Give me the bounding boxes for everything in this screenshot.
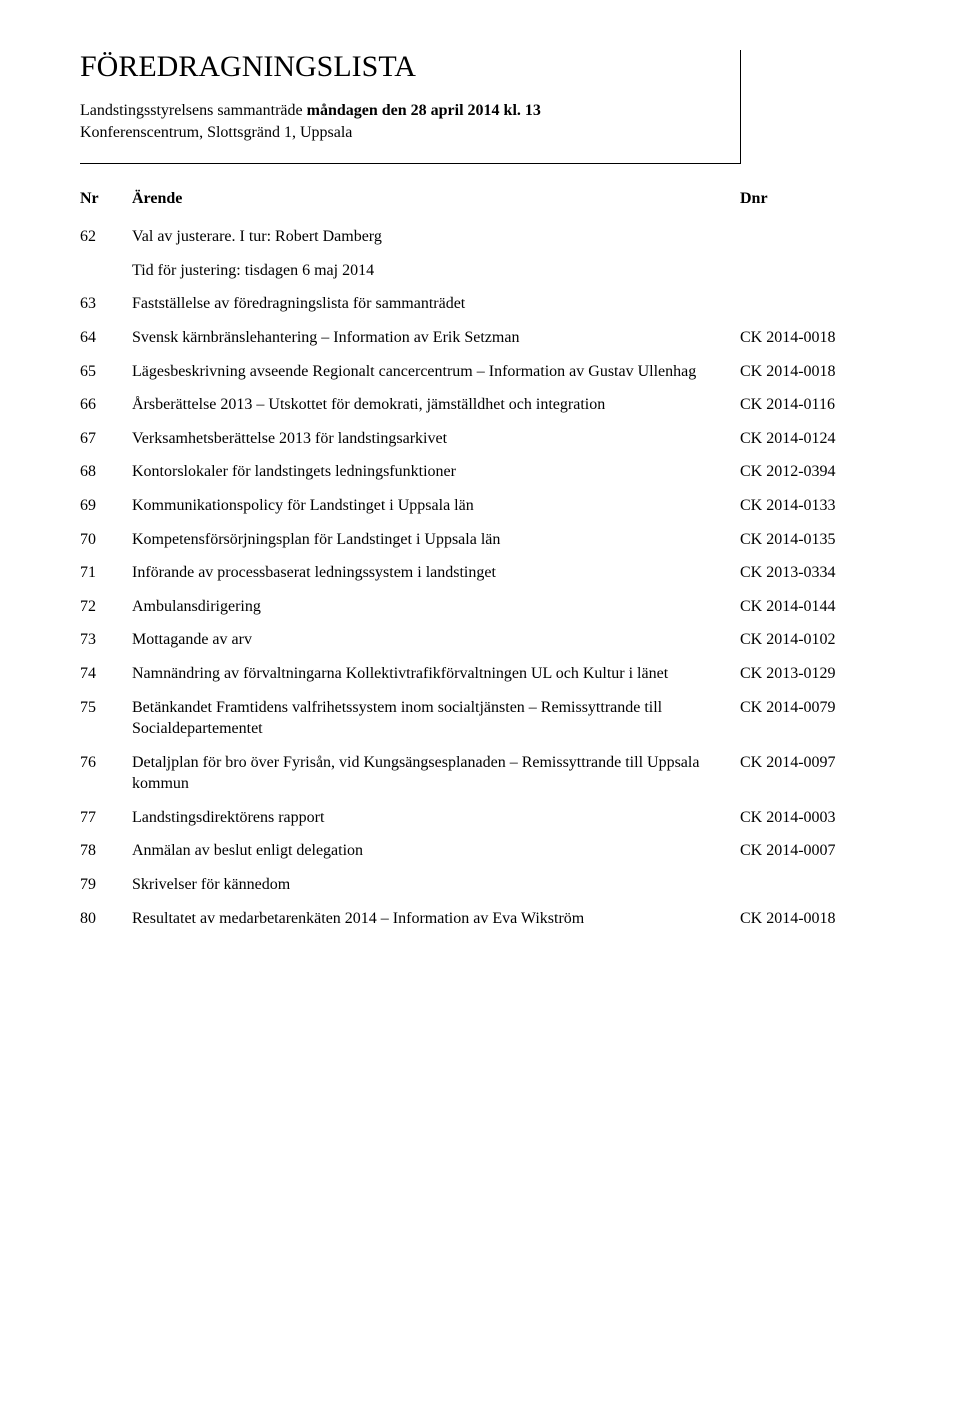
subtitle-location: Konferenscentrum, Slottsgränd 1, Uppsala	[80, 124, 352, 141]
cell-nr: 67	[80, 422, 132, 456]
cell-nr: 80	[80, 902, 132, 936]
cell-nr: 79	[80, 868, 132, 902]
table-header-row: Nr Ärende Dnr	[80, 186, 880, 220]
cell-arende: Resultatet av medarbetarenkäten 2014 – I…	[132, 902, 740, 936]
cell-arende: Landstingsdirektörens rapport	[132, 801, 740, 835]
spacer	[80, 164, 880, 186]
cell-dnr: CK 2014-0018	[740, 355, 880, 389]
cell-dnr	[740, 287, 880, 321]
cell-arende: Verksamhetsberättelse 2013 för landsting…	[132, 422, 740, 456]
header-box: FÖREDRAGNINGSLISTA Landstingsstyrelsens …	[80, 50, 741, 164]
table-sub-row: Tid för justering: tisdagen 6 maj 2014	[80, 254, 880, 288]
cell-arende: Mottagande av arv	[132, 623, 740, 657]
cell-nr: 73	[80, 623, 132, 657]
table-row: 75Betänkandet Framtidens valfrihetssyste…	[80, 691, 880, 746]
cell-nr: 78	[80, 834, 132, 868]
cell-nr: 69	[80, 489, 132, 523]
table-row: 71Införande av processbaserat ledningssy…	[80, 556, 880, 590]
subtitle-date: måndagen den 28 april 2014 kl. 13	[307, 102, 541, 119]
cell-nr: 77	[80, 801, 132, 835]
cell-nr: 63	[80, 287, 132, 321]
table-row: 67Verksamhetsberättelse 2013 för landsti…	[80, 422, 880, 456]
table-row: 64Svensk kärnbränslehantering – Informat…	[80, 321, 880, 355]
cell-arende: Fastställelse av föredragningslista för …	[132, 287, 740, 321]
col-header-nr: Nr	[80, 186, 132, 220]
table-row: 80Resultatet av medarbetarenkäten 2014 –…	[80, 902, 880, 936]
table-row: 65Lägesbeskrivning avseende Regionalt ca…	[80, 355, 880, 389]
cell-arende: Årsberättelse 2013 – Utskottet för demok…	[132, 388, 740, 422]
cell-dnr: CK 2014-0133	[740, 489, 880, 523]
page: FÖREDRAGNINGSLISTA Landstingsstyrelsens …	[0, 0, 960, 985]
cell-dnr	[740, 868, 880, 902]
cell-arende: Införande av processbaserat ledningssyst…	[132, 556, 740, 590]
cell-nr-empty	[80, 254, 132, 288]
cell-arende: Anmälan av beslut enligt delegation	[132, 834, 740, 868]
table-row: 68Kontorslokaler för landstingets lednin…	[80, 455, 880, 489]
cell-nr: 65	[80, 355, 132, 389]
cell-sub-text: Tid för justering: tisdagen 6 maj 2014	[132, 254, 740, 288]
table-row: 77Landstingsdirektörens rapportCK 2014-0…	[80, 801, 880, 835]
cell-arende: Kommunikationspolicy för Landstinget i U…	[132, 489, 740, 523]
table-row: 73Mottagande av arvCK 2014-0102	[80, 623, 880, 657]
cell-dnr: CK 2014-0102	[740, 623, 880, 657]
cell-dnr	[740, 220, 880, 254]
table-row: 70Kompetensförsörjningsplan för Landstin…	[80, 523, 880, 557]
cell-nr: 66	[80, 388, 132, 422]
cell-nr: 71	[80, 556, 132, 590]
cell-dnr: CK 2014-0018	[740, 321, 880, 355]
table-row: 63Fastställelse av föredragningslista fö…	[80, 287, 880, 321]
cell-nr: 74	[80, 657, 132, 691]
page-title: FÖREDRAGNINGSLISTA	[80, 50, 720, 84]
cell-arende: Kontorslokaler för landstingets lednings…	[132, 455, 740, 489]
cell-dnr: CK 2013-0334	[740, 556, 880, 590]
cell-dnr: CK 2014-0124	[740, 422, 880, 456]
cell-dnr: CK 2012-0394	[740, 455, 880, 489]
cell-nr: 75	[80, 691, 132, 746]
col-header-dnr: Dnr	[740, 186, 880, 220]
table-row: 66Årsberättelse 2013 – Utskottet för dem…	[80, 388, 880, 422]
col-header-arende: Ärende	[132, 186, 740, 220]
cell-dnr: CK 2014-0135	[740, 523, 880, 557]
table-row: 79Skrivelser för kännedom	[80, 868, 880, 902]
cell-arende: Namnändring av förvaltningarna Kollektiv…	[132, 657, 740, 691]
cell-arende: Svensk kärnbränslehantering – Informatio…	[132, 321, 740, 355]
cell-arende: Kompetensförsörjningsplan för Landstinge…	[132, 523, 740, 557]
cell-arende: Val av justerare. I tur: Robert Damberg	[132, 220, 740, 254]
cell-arende: Ambulansdirigering	[132, 590, 740, 624]
cell-nr: 64	[80, 321, 132, 355]
table-row: 62Val av justerare. I tur: Robert Damber…	[80, 220, 880, 254]
cell-dnr-empty	[740, 254, 880, 288]
cell-arende: Lägesbeskrivning avseende Regionalt canc…	[132, 355, 740, 389]
table-row: 76Detaljplan för bro över Fyrisån, vid K…	[80, 746, 880, 801]
cell-nr: 70	[80, 523, 132, 557]
cell-dnr: CK 2014-0003	[740, 801, 880, 835]
cell-arende: Skrivelser för kännedom	[132, 868, 740, 902]
cell-nr: 68	[80, 455, 132, 489]
cell-nr: 62	[80, 220, 132, 254]
cell-dnr: CK 2014-0079	[740, 691, 880, 746]
cell-dnr: CK 2014-0007	[740, 834, 880, 868]
table-row: 69Kommunikationspolicy för Landstinget i…	[80, 489, 880, 523]
table-row: 74Namnändring av förvaltningarna Kollekt…	[80, 657, 880, 691]
subtitle-prefix: Landstingsstyrelsens sammanträde	[80, 102, 307, 119]
cell-dnr: CK 2014-0018	[740, 902, 880, 936]
table-row: 72AmbulansdirigeringCK 2014-0144	[80, 590, 880, 624]
table-row: 78Anmälan av beslut enligt delegationCK …	[80, 834, 880, 868]
cell-arende: Betänkandet Framtidens valfrihetssystem …	[132, 691, 740, 746]
cell-dnr: CK 2014-0116	[740, 388, 880, 422]
cell-dnr: CK 2013-0129	[740, 657, 880, 691]
cell-nr: 76	[80, 746, 132, 801]
meeting-subtitle: Landstingsstyrelsens sammanträde måndage…	[80, 100, 720, 143]
cell-dnr: CK 2014-0097	[740, 746, 880, 801]
agenda-table: Nr Ärende Dnr 62Val av justerare. I tur:…	[80, 186, 880, 935]
cell-arende: Detaljplan för bro över Fyrisån, vid Kun…	[132, 746, 740, 801]
cell-nr: 72	[80, 590, 132, 624]
cell-dnr: CK 2014-0144	[740, 590, 880, 624]
